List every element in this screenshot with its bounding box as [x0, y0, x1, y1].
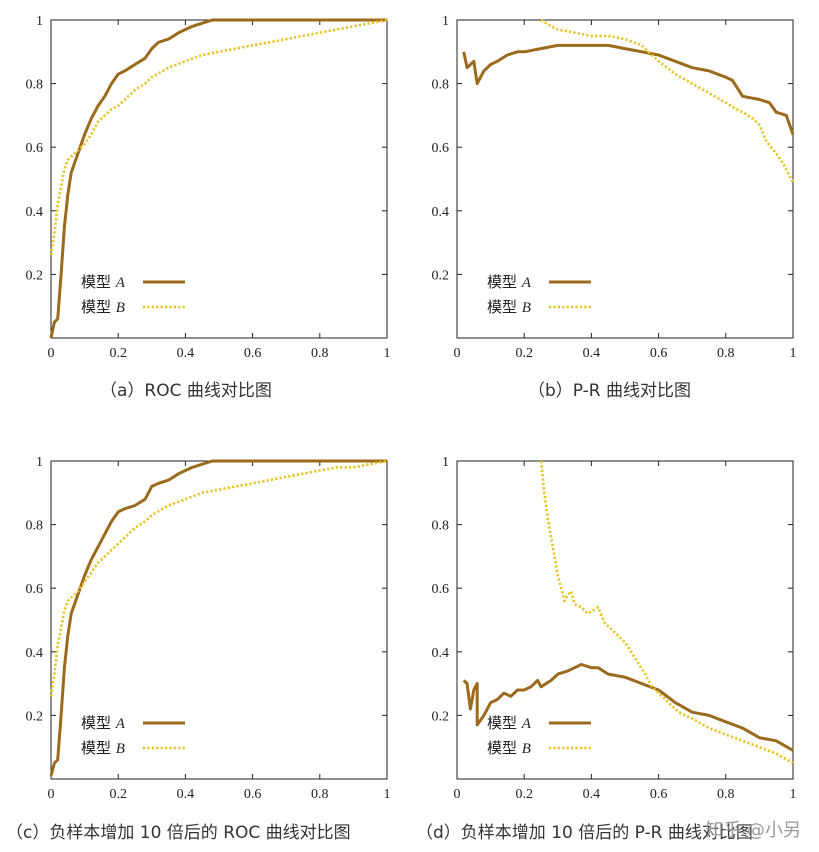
- plot-frame: [456, 19, 794, 339]
- y-tick-label: 0.4: [26, 646, 44, 661]
- y-tick-label: 0.8: [432, 78, 450, 93]
- legend-label: 模型 B: [487, 298, 531, 316]
- x-tick-label: 0.2: [515, 346, 533, 361]
- y-tick-label: 0.2: [26, 268, 44, 283]
- legend-label: 模型 A: [487, 714, 532, 732]
- x-tick-label: 1: [384, 787, 391, 802]
- x-tick-label: 0.8: [311, 787, 329, 802]
- caption-a: （a）ROC 曲线对比图: [100, 381, 272, 401]
- legend-label: 模型 B: [81, 298, 125, 316]
- x-tick-label: 0.2: [109, 346, 127, 361]
- x-tick-label: 0.2: [515, 787, 533, 802]
- watermark: 知乎 @小另: [705, 820, 801, 841]
- y-tick-label: 1: [442, 14, 449, 29]
- x-tick-label: 0.6: [650, 787, 668, 802]
- chart-panel-c: 0 0.2 0.4 0.6 0.8 1 0.2 0.4 0.6 0.8 1 模型 A 模型 B: [26, 455, 391, 802]
- legend-label: 模型 A: [487, 273, 532, 291]
- x-tick-label: 0.8: [717, 787, 735, 802]
- chart-panel-b: 0 0.2 0.4 0.6 0.8 1 0.2 0.4 0.6 0.8 1 模型 A 模型 B: [432, 14, 797, 361]
- x-tick-label: 0.4: [177, 787, 195, 802]
- y-tick-label: 0.4: [432, 646, 450, 661]
- y-tick-label: 0.4: [432, 205, 450, 220]
- legend-label: 模型 A: [81, 714, 126, 732]
- y-tick-label: 1: [36, 455, 43, 470]
- chart-panel-a: 0 0.2 0.4 0.6 0.8 1 0.2 0.4 0.6 0.8 1 模型 A 模型 B: [26, 14, 391, 361]
- series-line-model-a: [49, 18, 387, 339]
- y-tick-label: 0.6: [26, 582, 44, 597]
- series-line-model-b: [49, 459, 388, 697]
- y-tick-label: 0.2: [26, 709, 44, 724]
- x-tick-label: 1: [384, 346, 391, 361]
- x-tick-label: 0.8: [717, 346, 735, 361]
- y-tick-label: 0.8: [432, 519, 450, 534]
- x-tick-label: 0: [48, 787, 55, 802]
- y-tick-label: 0.2: [432, 709, 450, 724]
- legend-label: 模型 B: [81, 739, 125, 757]
- x-tick-label: 0: [454, 346, 461, 361]
- legend-label: 模型 B: [487, 739, 531, 757]
- plot-frame: [456, 460, 794, 780]
- y-tick-label: 0.6: [432, 141, 450, 156]
- x-tick-label: 0.4: [177, 346, 195, 361]
- x-tick-label: 0.2: [109, 787, 127, 802]
- x-tick-label: 0.6: [244, 346, 262, 361]
- y-tick-label: 1: [36, 14, 43, 29]
- y-tick-label: 0.8: [26, 519, 44, 534]
- x-tick-label: 0: [48, 346, 55, 361]
- series-line-model-b: [539, 460, 794, 765]
- y-tick-label: 1: [442, 455, 449, 470]
- y-tick-label: 0.2: [432, 268, 450, 283]
- series-line-model-a: [49, 459, 387, 777]
- legend-label: 模型 A: [81, 273, 126, 291]
- caption-d: （d）负样本增加 10 倍后的 P-R 曲线对比图: [416, 823, 753, 843]
- series-line-model-b: [540, 18, 795, 183]
- y-tick-label: 0.4: [26, 205, 44, 220]
- caption-c: （c）负样本增加 10 倍后的 ROC 曲线对比图: [6, 823, 351, 843]
- x-tick-label: 0.4: [583, 787, 601, 802]
- chart-panel-d: 0 0.2 0.4 0.6 0.8 1 0.2 0.4 0.6 0.8 1 模型 A 模型 B: [432, 455, 797, 802]
- y-tick-label: 0.6: [26, 141, 44, 156]
- x-tick-label: 0.6: [650, 346, 668, 361]
- x-tick-label: 0.6: [244, 787, 262, 802]
- x-tick-label: 0: [454, 787, 461, 802]
- x-tick-label: 0.4: [583, 346, 601, 361]
- series-line-model-b: [49, 18, 388, 256]
- y-tick-label: 0.8: [26, 78, 44, 93]
- series-line-model-a: [462, 663, 794, 752]
- x-tick-label: 1: [790, 346, 797, 361]
- x-tick-label: 0.8: [311, 346, 329, 361]
- series-line-model-a: [462, 43, 795, 135]
- caption-b: （b）P-R 曲线对比图: [528, 381, 692, 401]
- y-tick-label: 0.6: [432, 582, 450, 597]
- x-tick-label: 1: [790, 787, 797, 802]
